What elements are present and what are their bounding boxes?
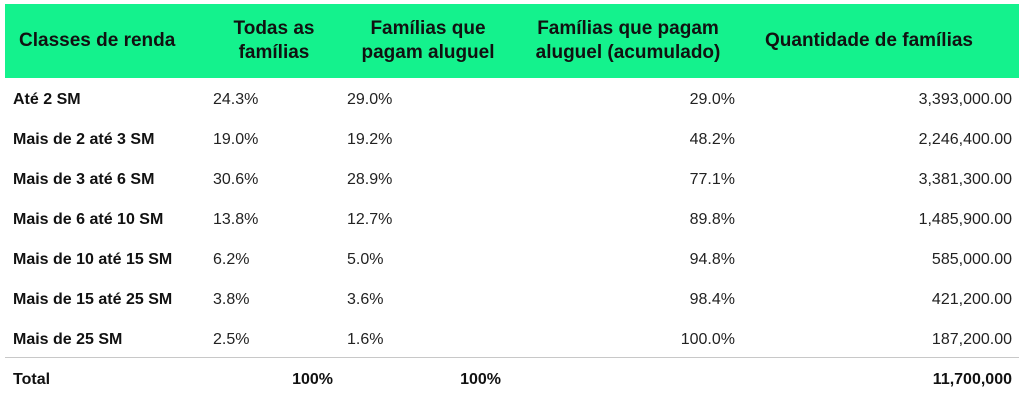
row-todas: 30.6%: [213, 171, 259, 188]
header-quantidade-de-familias: Quantidade de famílias: [765, 30, 973, 51]
header-classes-de-renda: Classes de renda: [19, 30, 176, 51]
row-aluguel: 19.2%: [347, 131, 393, 148]
table-row: Mais de 15 até 25 SM 3.8% 3.6% 98.4% 421,200…: [5, 280, 1019, 320]
row-quantidade: 3,381,300.00: [918, 171, 1012, 188]
table-row: Mais de 25 SM 2.5% 1.6% 100.0% 187,200.00: [5, 320, 1019, 360]
table-row: Mais de 6 até 10 SM 13.8% 12.7% 89.8% 1,485,…: [5, 200, 1019, 240]
row-todas: 6.2%: [213, 251, 250, 268]
table-header: Classes de renda Todas as famílias Famíl…: [5, 4, 1019, 78]
row-aluguel: 1.6%: [347, 331, 384, 348]
header-todas-as-familias: Todas as famílias: [233, 18, 315, 63]
row-quantidade: 1,485,900.00: [918, 211, 1012, 228]
income-table: Classes de renda Todas as famílias Famíl…: [5, 4, 1019, 400]
table-row: Mais de 3 até 6 SM 30.6% 28.9% 77.1% 3,381,3…: [5, 160, 1019, 200]
row-quantidade: 585,000.00: [931, 251, 1012, 268]
row-acumulado: 77.1%: [689, 171, 735, 188]
total-todas: 100%: [292, 371, 333, 388]
row-quantidade: 421,200.00: [931, 291, 1012, 308]
row-aluguel: 5.0%: [347, 251, 384, 268]
row-acumulado: 29.0%: [689, 91, 735, 108]
row-quantidade: 187,200.00: [931, 331, 1012, 348]
header-familias-aluguel: Famílias que pagam aluguel: [361, 18, 495, 63]
row-quantidade: 3,393,000.00: [918, 91, 1012, 108]
row-label: Até 2 SM: [13, 91, 81, 108]
total-separator: [5, 357, 1019, 358]
total-aluguel: 100%: [460, 371, 501, 388]
row-todas: 2.5%: [213, 331, 250, 348]
row-acumulado: 94.8%: [689, 251, 735, 268]
row-label: Mais de 2 até 3 SM: [13, 131, 155, 148]
row-aluguel: 29.0%: [347, 91, 393, 108]
row-label: Mais de 3 até 6 SM: [13, 171, 155, 188]
total-quantidade: 11,700,000: [932, 371, 1012, 388]
total-acumulado: [525, 360, 735, 400]
table-row: Mais de 2 até 3 SM 19.0% 19.2% 48.2% 2,246,4…: [5, 120, 1019, 160]
table-row: Mais de 10 até 15 SM 6.2% 5.0% 94.8% 585,000…: [5, 240, 1019, 280]
row-aluguel: 12.7%: [347, 211, 393, 228]
row-acumulado: 100.0%: [680, 331, 735, 348]
row-label: Mais de 25 SM: [13, 331, 123, 348]
total-row: Total 100% 100% 11,700,000: [5, 360, 1019, 400]
row-label: Mais de 15 até 25 SM: [13, 291, 173, 308]
row-aluguel: 28.9%: [347, 171, 393, 188]
row-todas: 24.3%: [213, 91, 259, 108]
row-label: Mais de 10 até 15 SM: [13, 251, 173, 268]
row-acumulado: 98.4%: [689, 291, 735, 308]
total-label: Total: [13, 371, 51, 388]
row-aluguel: 3.6%: [347, 291, 384, 308]
row-quantidade: 2,246,400.00: [918, 131, 1012, 148]
row-label: Mais de 6 até 10 SM: [13, 211, 164, 228]
row-todas: 13.8%: [213, 211, 259, 228]
header-familias-aluguel-acumulado: Famílias que pagam aluguel (acumulado): [535, 18, 721, 63]
row-todas: 19.0%: [213, 131, 259, 148]
row-acumulado: 89.8%: [689, 211, 735, 228]
table-row: Até 2 SM 24.3% 29.0% 29.0% 3,393,000.00: [5, 80, 1019, 120]
row-todas: 3.8%: [213, 291, 250, 308]
row-acumulado: 48.2%: [689, 131, 735, 148]
